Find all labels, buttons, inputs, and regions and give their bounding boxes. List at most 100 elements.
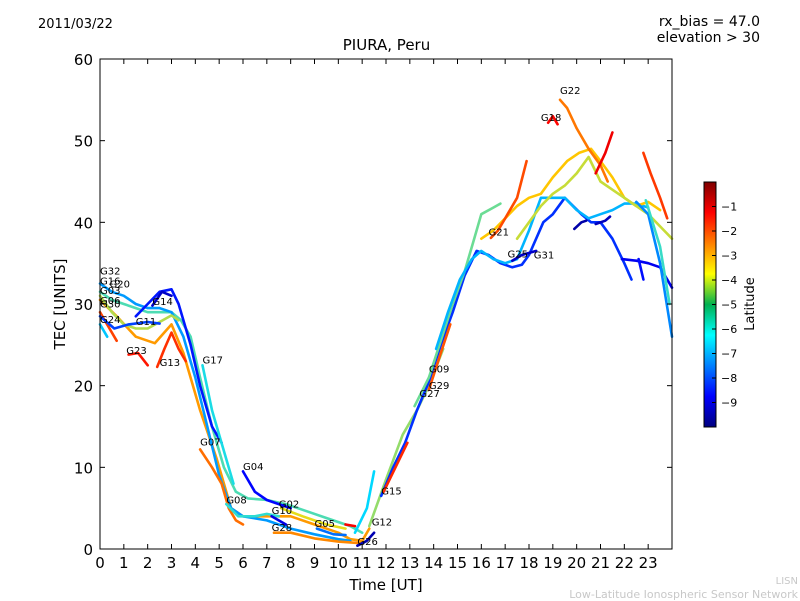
x-tick-label: 11 bbox=[353, 554, 372, 572]
tec-series-line bbox=[127, 351, 149, 367]
x-tick-label: 23 bbox=[639, 554, 658, 572]
colorbar-tick-label: −6 bbox=[721, 323, 737, 336]
satellite-label: G17 bbox=[202, 356, 222, 367]
satellite-label: G14 bbox=[152, 297, 172, 308]
x-tick-label: 10 bbox=[329, 554, 348, 572]
tec-series-line bbox=[427, 323, 452, 392]
tec-series-line bbox=[98, 314, 161, 330]
y-tick-label: 40 bbox=[74, 214, 93, 232]
x-tick-label: 7 bbox=[262, 554, 272, 572]
date-label: 2011/03/22 bbox=[38, 17, 113, 32]
tec-series-line bbox=[594, 215, 612, 226]
tec-series-line bbox=[98, 282, 352, 543]
x-tick-label: 19 bbox=[543, 554, 562, 572]
satellite-label: G07 bbox=[200, 437, 220, 448]
tec-series-line bbox=[315, 527, 347, 537]
tec-series-line bbox=[479, 147, 662, 240]
satellite-label: G18 bbox=[541, 113, 561, 124]
x-tick-label: 3 bbox=[167, 554, 177, 572]
x-axis-label: Time [UT] bbox=[348, 576, 422, 594]
x-tick-label: 1 bbox=[119, 554, 129, 572]
x-tick-label: 14 bbox=[424, 554, 443, 572]
colorbar-tick-label: −2 bbox=[721, 225, 737, 238]
x-tick-label: 15 bbox=[448, 554, 467, 572]
x-tick-label: 17 bbox=[496, 554, 515, 572]
tec-series-line bbox=[151, 290, 173, 307]
elevation-label: elevation > 30 bbox=[656, 30, 760, 46]
tec-series-line bbox=[644, 199, 671, 306]
x-tick-label: 6 bbox=[238, 554, 248, 572]
tec-series-line bbox=[642, 151, 669, 220]
rx-bias-label: rx_bias = 47.0 bbox=[658, 14, 760, 30]
colorbar-tick-label: −3 bbox=[721, 250, 737, 263]
colorbar-label: Latitude bbox=[743, 277, 758, 331]
x-tick-label: 2 bbox=[143, 554, 153, 572]
satellite-label: G16 bbox=[100, 276, 120, 287]
y-axis-label: TEC [UNITS] bbox=[51, 259, 69, 351]
satellite-label: G21 bbox=[488, 227, 508, 238]
tec-series-line bbox=[201, 363, 235, 486]
satellite-label: G15 bbox=[381, 486, 401, 497]
tec-series-line bbox=[270, 514, 288, 526]
x-tick-label: 20 bbox=[567, 554, 586, 572]
y-tick-label: 20 bbox=[74, 378, 93, 396]
y-tick-label: 10 bbox=[74, 459, 93, 477]
tec-series-line bbox=[382, 441, 409, 494]
tec-series-line bbox=[198, 448, 245, 526]
satellite-label: G22 bbox=[560, 86, 580, 97]
tec-series-line bbox=[489, 159, 528, 240]
satellite-label: G10 bbox=[272, 506, 292, 517]
satellite-label: G24 bbox=[100, 315, 120, 326]
tec-series-line bbox=[594, 131, 614, 175]
satellite-label: G30 bbox=[100, 299, 120, 310]
tec-series-line bbox=[344, 523, 357, 528]
tec-series-line bbox=[353, 470, 376, 535]
plot-frame bbox=[99, 58, 673, 550]
x-tick-label: 21 bbox=[591, 554, 610, 572]
tec-series-line bbox=[272, 531, 364, 545]
colorbar-tick-label: −9 bbox=[721, 397, 737, 410]
satellite-label: G06 bbox=[100, 296, 120, 307]
axis-layer: 0 1 2 3 4 5 6 7 8 9 10 11 12 13 14 15 16 17 18 19 20 21 22 2301… bbox=[74, 51, 672, 572]
x-tick-label: 12 bbox=[376, 554, 395, 572]
satellite-label: G26 bbox=[357, 537, 377, 548]
satellite-label: G25 bbox=[508, 249, 528, 260]
y-tick-label: 30 bbox=[74, 296, 93, 314]
tec-series-line bbox=[546, 114, 559, 126]
satellite-label: G04 bbox=[243, 462, 263, 473]
satellite-label: G13 bbox=[160, 358, 180, 369]
satellite-label: G23 bbox=[126, 346, 146, 357]
credit-long: Low-Latitude Ionospheric Sensor Network bbox=[569, 588, 798, 601]
satellite-label: G08 bbox=[226, 495, 246, 506]
x-tick-label: 0 bbox=[95, 554, 105, 572]
x-tick-label: 18 bbox=[519, 554, 538, 572]
tec-series-line bbox=[241, 470, 293, 510]
x-tick-label: 16 bbox=[472, 554, 491, 572]
satellite-label: G11 bbox=[136, 317, 156, 328]
tec-series-line bbox=[98, 323, 109, 339]
colorbar-tick-label: −5 bbox=[721, 299, 737, 312]
x-tick-label: 8 bbox=[286, 554, 296, 572]
y-tick-label: 50 bbox=[74, 133, 93, 151]
colorbar-tick-label: −1 bbox=[721, 201, 737, 214]
y-tick-label: 0 bbox=[83, 541, 93, 559]
satellite-label: G28 bbox=[272, 523, 292, 534]
satellite-label: G27 bbox=[419, 389, 439, 400]
tec-series-line bbox=[510, 249, 538, 263]
credit-short: LISN bbox=[775, 576, 798, 587]
satellite-label: G29 bbox=[429, 381, 449, 392]
series-layer bbox=[98, 98, 674, 548]
satellite-label: G03 bbox=[100, 286, 120, 297]
satellite-label: G32 bbox=[100, 267, 120, 278]
chart-title: PIURA, Peru bbox=[342, 36, 431, 54]
tec-series-line bbox=[434, 196, 650, 351]
tec-series-line bbox=[225, 502, 281, 518]
satellite-label: G05 bbox=[315, 519, 335, 530]
y-tick-label: 60 bbox=[74, 51, 93, 69]
x-tick-label: 9 bbox=[310, 554, 320, 572]
x-tick-label: 22 bbox=[615, 554, 634, 572]
satellite-label: G02 bbox=[279, 499, 299, 510]
tec-series-line bbox=[572, 219, 588, 231]
x-tick-label: 4 bbox=[191, 554, 201, 572]
